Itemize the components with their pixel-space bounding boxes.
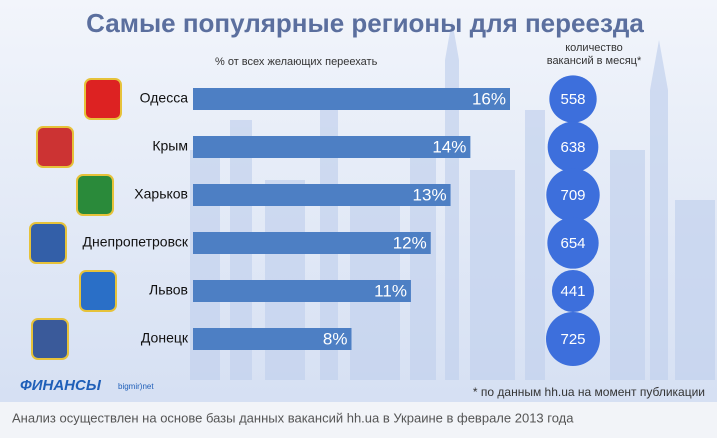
emblem [76,174,114,216]
bar [193,184,451,206]
value-label: 8% [323,329,348,348]
bar [193,88,510,110]
bubble-label: 441 [560,283,585,300]
category-label: Днепропетровск [83,234,189,250]
category-label: Львов [149,282,188,298]
value-label: 13% [413,185,447,204]
bar [193,136,471,158]
source: Анализ осуществлен на основе базы данных… [12,410,574,425]
bubble-title: количество [565,42,623,54]
category-label: Одесса [140,90,189,106]
value-label: 16% [472,89,506,108]
footer-band [0,402,717,438]
bubble [547,121,599,173]
footnote: * по данным hh.ua на момент публикации [473,385,705,399]
bar [193,280,411,302]
bubble [547,217,599,269]
bubble [549,75,597,123]
emblem [36,126,74,168]
emblem [79,270,117,312]
value-label: 14% [432,137,466,156]
value-label: 12% [393,233,427,252]
bubble [546,168,600,222]
category-label: Харьков [134,186,188,202]
bubble-label: 654 [560,235,585,252]
emblem [29,222,67,264]
category-label: Донецк [141,330,189,346]
bubble-label: 709 [560,187,585,204]
chart-title: Самые популярные регионы для переезда [86,8,644,38]
emblem [84,78,122,120]
bar [193,232,431,254]
value-label: 11% [374,281,407,300]
category-label: Крым [152,138,188,154]
bubble [551,269,595,313]
bar [193,328,352,350]
bubble-label: 725 [560,331,585,348]
bubble-label: 638 [560,139,585,156]
subtitle: % от всех желающих переехать [215,56,378,68]
bubble-title: вакансий в месяц* [547,55,642,67]
bubble-label: 558 [560,91,585,108]
logo-site: bigmir)net [118,382,154,391]
bubble [546,312,600,366]
logo: ФИНАНСЫ [20,377,102,394]
emblem [31,318,69,360]
